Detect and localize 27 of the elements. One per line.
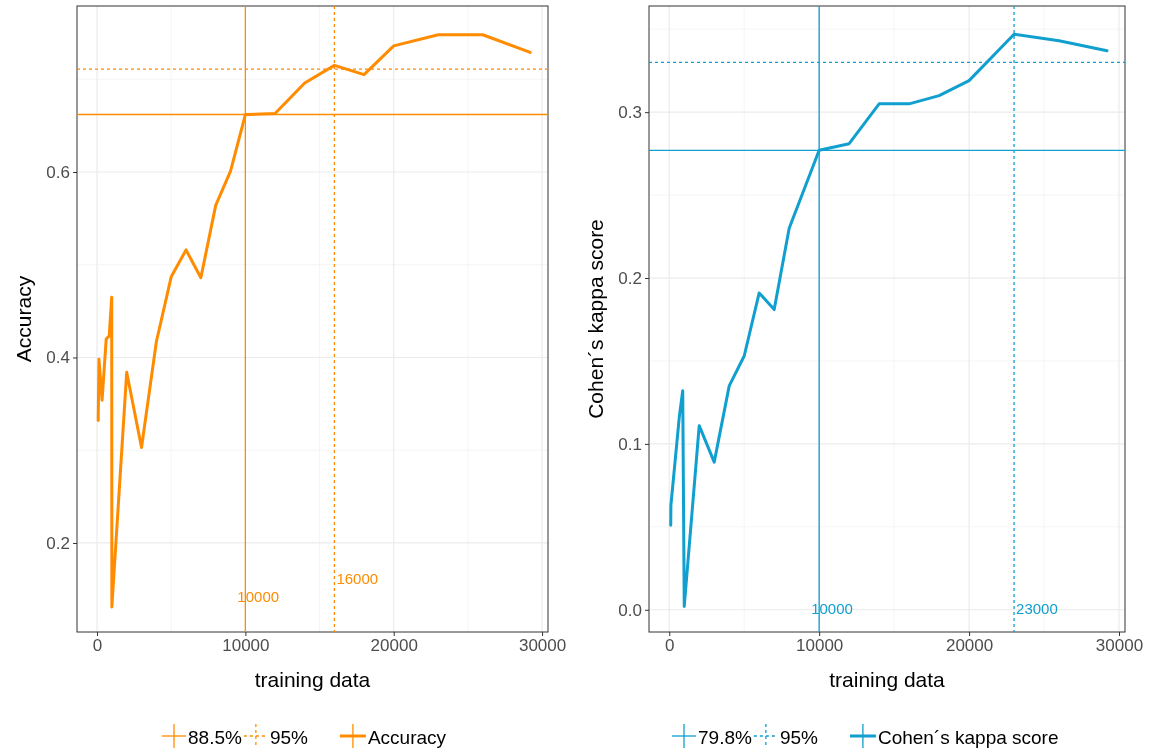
x-tick-label: 20000 <box>945 636 994 656</box>
y-tick-label: 0.2 <box>46 533 70 553</box>
x-tick-label: 30000 <box>518 636 567 656</box>
x-tick-label: 0 <box>92 636 103 656</box>
text: 88.5% <box>188 727 242 748</box>
ref-line-label: 23000 <box>1016 600 1058 617</box>
y-tick-label: 0.6 <box>46 162 70 182</box>
y-tick-label: 0.0 <box>618 600 642 620</box>
y-axis-title: Accuracy <box>12 275 35 363</box>
text: 79.8% <box>698 727 752 748</box>
x-tick-label: 20000 <box>370 636 418 656</box>
x-tick-label: 10000 <box>796 636 844 656</box>
x-axis-title: training data <box>254 668 371 691</box>
text: 95% <box>269 727 309 748</box>
x-tick-label: 30000 <box>1095 636 1144 656</box>
y-axis-title: Cohen´s kappa score <box>584 219 607 419</box>
x-axis-title: training data <box>829 668 946 691</box>
legend-label: Cohen´s kappa score <box>877 727 1059 748</box>
x-tick-label: 10000 <box>222 636 270 656</box>
legend-label: Accuracy <box>367 727 447 748</box>
x-tick-label: 0 <box>665 636 675 656</box>
y-tick-label: 0.4 <box>46 348 70 368</box>
text: 95% <box>779 727 819 748</box>
y-tick-label: 0.1 <box>618 434 642 454</box>
ref-line-label: 16000 <box>336 570 379 587</box>
y-tick-label: 0.3 <box>618 103 642 123</box>
y-tick-label: 0.2 <box>618 268 642 288</box>
